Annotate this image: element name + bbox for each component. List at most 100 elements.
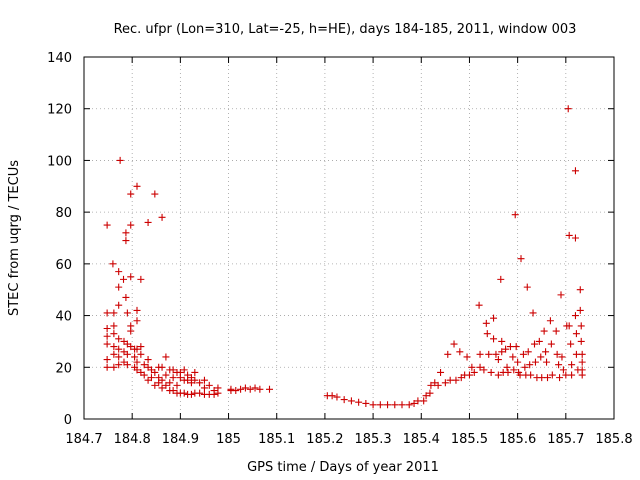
data-point (490, 314, 498, 322)
data-point (535, 337, 543, 345)
data-point (133, 366, 141, 374)
data-point (110, 330, 118, 338)
data-point (420, 397, 428, 405)
data-point (426, 389, 434, 397)
x-tick-label: 185.2 (306, 432, 343, 447)
data-point (384, 401, 392, 409)
data-point (144, 218, 152, 226)
data-point (523, 283, 531, 291)
y-tick-label: 100 (47, 154, 72, 169)
data-point (158, 376, 166, 384)
data-point (115, 345, 123, 353)
data-point (115, 283, 123, 291)
data-point (494, 356, 502, 364)
data-point (558, 353, 566, 361)
data-point (576, 286, 584, 294)
data-point (521, 363, 529, 371)
y-tick-label: 80 (55, 206, 72, 221)
data-point (571, 167, 579, 175)
data-point (340, 396, 348, 404)
data-point (548, 371, 556, 379)
data-point (328, 392, 336, 400)
data-point (200, 384, 208, 392)
data-point (509, 353, 517, 361)
data-point (565, 322, 573, 330)
x-tick-label: 185.5 (451, 432, 488, 447)
data-point (237, 385, 245, 393)
data-point (444, 350, 452, 358)
data-point (483, 330, 491, 338)
data-point (169, 387, 177, 395)
data-point (214, 389, 222, 397)
data-point (110, 322, 118, 330)
data-point (571, 234, 579, 242)
data-point (480, 366, 488, 374)
data-point (468, 363, 476, 371)
data-point (529, 309, 537, 317)
x-tick-label: 185.3 (354, 432, 391, 447)
data-point (122, 237, 130, 245)
x-tick-label: 184.8 (114, 432, 151, 447)
data-point (103, 221, 111, 229)
x-tick-label: 185.6 (499, 432, 536, 447)
data-point (542, 348, 550, 356)
data-point (410, 399, 418, 407)
data-point (116, 156, 124, 164)
data-point (173, 381, 181, 389)
data-point (498, 337, 506, 345)
data-point (127, 327, 135, 335)
data-point (115, 301, 123, 309)
grid-lines (84, 57, 614, 419)
data-point (127, 343, 135, 351)
data-point (137, 275, 145, 283)
data-point (502, 345, 510, 353)
data-point (485, 350, 493, 358)
data-point (246, 385, 254, 393)
data-point (510, 366, 518, 374)
data-point (391, 401, 399, 409)
data-point (162, 371, 170, 379)
data-point (115, 361, 123, 369)
data-point (127, 221, 135, 229)
data-point (537, 353, 545, 361)
data-point (103, 325, 111, 332)
data-point (151, 190, 159, 198)
data-point (110, 309, 118, 317)
data-point (169, 366, 177, 374)
y-tick-label: 140 (47, 51, 72, 66)
x-tick-label: 185.1 (258, 432, 295, 447)
data-point (568, 371, 576, 379)
data-point (527, 371, 535, 379)
data-point (115, 335, 123, 343)
y-tick-label: 0 (64, 413, 72, 428)
data-point (492, 350, 500, 358)
data-points (103, 105, 586, 409)
data-point (103, 309, 111, 317)
x-tick-label: 184.7 (65, 432, 102, 447)
data-point (578, 358, 586, 366)
data-point (540, 327, 548, 335)
data-point (434, 381, 442, 389)
data-point (578, 371, 586, 379)
data-point (166, 379, 174, 387)
data-point (544, 374, 552, 382)
data-point (144, 356, 152, 364)
data-point (158, 384, 166, 392)
plot-frame (83, 56, 615, 420)
data-point (123, 350, 131, 358)
data-point (133, 345, 141, 353)
data-point (547, 340, 555, 348)
data-point (169, 374, 177, 382)
data-point (115, 268, 123, 276)
data-point (131, 353, 139, 361)
data-point (463, 353, 471, 361)
data-point (266, 385, 273, 393)
data-point (576, 306, 584, 314)
x-tick-label: 185.7 (547, 432, 584, 447)
data-point (578, 350, 586, 358)
data-point (452, 376, 460, 384)
data-point (122, 229, 130, 237)
data-point (187, 390, 195, 398)
chart-title: Rec. ufpr (Lon=310, Lat=-25, h=HE), days… (114, 22, 577, 37)
